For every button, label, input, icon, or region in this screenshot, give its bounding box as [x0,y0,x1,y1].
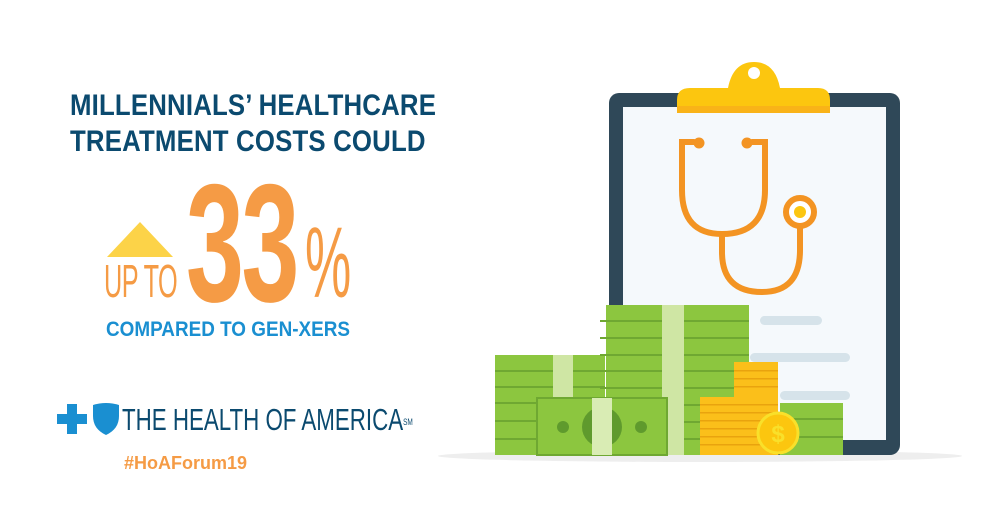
stethoscope-earpiece-left [693,137,705,149]
stat-comparison: COMPARED TO GEN-XERS [106,318,350,341]
blue-cross-icon [57,404,87,434]
dollar-bill-icon [536,397,668,456]
healthcare-cost-illustration: $ [438,62,962,462]
brand-logo [57,402,121,436]
stat-unit: % [305,207,352,319]
stat-value: 33 [186,149,299,337]
headline: MILLENNIALS’ HEALTHCARE TREATMENT COSTS … [70,88,437,160]
up-triangle-icon [107,222,173,257]
dollar-coin-icon: $ [756,411,800,455]
headline-line-1: MILLENNIALS’ HEALTHCARE [70,89,437,122]
blue-shield-icon [93,403,119,435]
stethoscope-icon [679,139,817,296]
brand-name: THE HEALTH OF AMERICASM [122,403,413,437]
stethoscope-chestpiece [794,206,806,218]
stat-prefix: UP TO [104,255,178,307]
brand-name-text: THE HEALTH OF AMERICA [122,402,404,437]
service-mark: SM [403,417,413,427]
headline-line-2: TREATMENT COSTS COULD [70,125,426,158]
stethoscope-earpiece-right [741,137,753,149]
svg-text:$: $ [771,421,785,448]
hashtag: #HoAForum19 [124,453,248,473]
